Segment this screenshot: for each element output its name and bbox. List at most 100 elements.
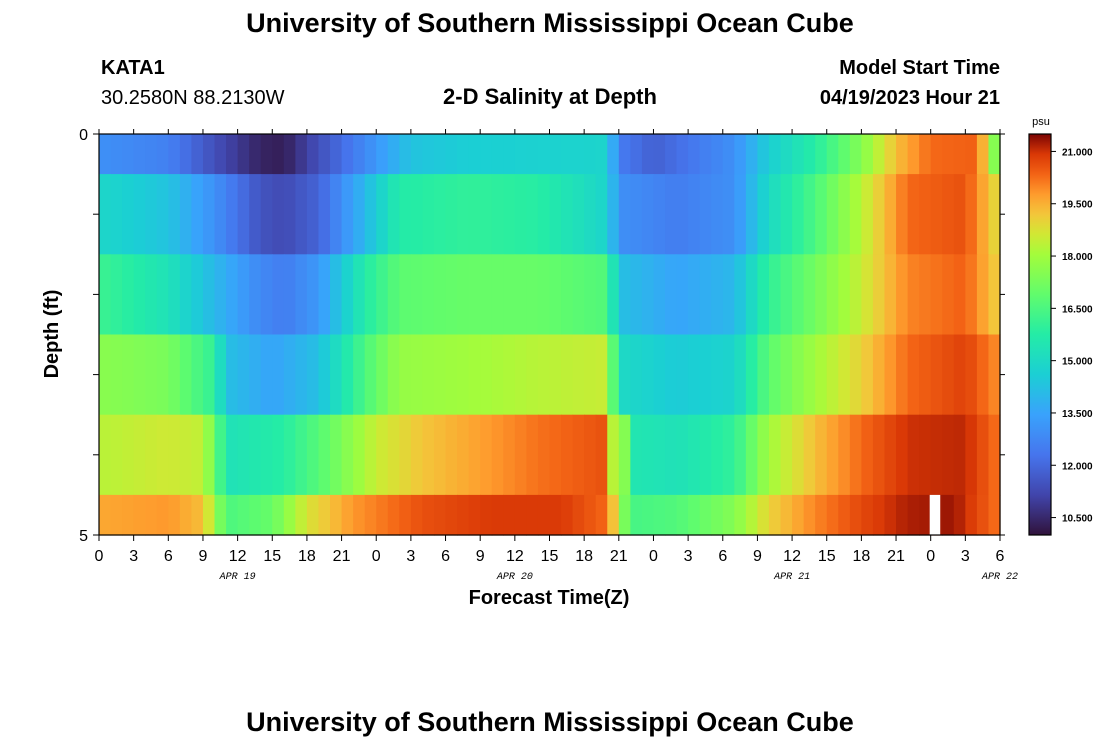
heat-cell — [237, 254, 250, 336]
heat-cell — [711, 414, 724, 496]
heat-cell — [330, 494, 343, 536]
heat-cell — [168, 494, 181, 536]
heat-cell — [884, 414, 897, 496]
heat-cell — [884, 334, 897, 416]
date-label: APR 22 — [981, 572, 1018, 583]
heat-cell — [433, 414, 447, 496]
colorbar-tick-label: 12.000 — [1062, 461, 1093, 472]
heat-cell — [214, 254, 227, 336]
heat-cell — [480, 414, 493, 496]
x-tick-label: 9 — [753, 548, 762, 565]
heat-cell — [711, 494, 724, 536]
heat-cell — [849, 174, 862, 255]
colorbar-tick-label: 13.500 — [1062, 409, 1093, 420]
heat-cell — [919, 174, 932, 255]
heat-cell — [815, 134, 828, 175]
x-tick-label: 9 — [199, 548, 208, 565]
heat-cell — [641, 414, 655, 496]
heat-cell — [861, 174, 874, 255]
heat-cell — [537, 414, 551, 496]
heat-cell — [653, 494, 666, 536]
heat-cell — [618, 494, 631, 536]
heat-cell — [318, 174, 331, 255]
heat-cell — [353, 334, 366, 416]
heat-cell — [734, 134, 747, 175]
heat-cell — [514, 414, 527, 496]
heat-cell — [896, 414, 909, 496]
heat-cell — [364, 494, 377, 536]
heat-cell — [295, 134, 308, 175]
heat-cell — [965, 334, 978, 416]
heat-cell — [133, 334, 146, 416]
heat-cell — [745, 254, 759, 336]
heat-cell — [364, 254, 377, 336]
heat-cell — [457, 414, 470, 496]
heat-cell — [410, 174, 424, 255]
heat-cell — [792, 414, 805, 496]
heat-cell — [976, 254, 990, 336]
heat-cell — [653, 134, 666, 175]
footer-title: University of Southern Mississippi Ocean… — [246, 707, 854, 737]
heat-cell — [526, 494, 539, 536]
heat-cell — [607, 494, 620, 536]
heat-cell — [930, 414, 943, 496]
x-axis: 0 3 6 9 12 15 18 21 0 3 6 9 12 15 18 21 0 3 6 9 12 15 18 21 0 3 6 A… — [95, 129, 1018, 583]
colorbar-unit: psu — [1032, 116, 1050, 128]
heat-cell — [526, 174, 539, 255]
heat-cell — [202, 334, 216, 416]
heat-cell — [942, 414, 955, 496]
heat-cell — [133, 254, 146, 336]
x-tick-label: 18 — [575, 548, 593, 565]
heat-cell — [965, 174, 978, 255]
heat-cell — [930, 334, 943, 416]
heat-cell — [457, 134, 470, 175]
heat-cell — [156, 494, 169, 536]
x-tick-label: 3 — [684, 548, 693, 565]
heat-cell — [757, 174, 770, 255]
heat-cell — [896, 254, 909, 336]
heat-cell — [364, 334, 377, 416]
heat-cell — [537, 134, 551, 175]
heat-cell — [572, 254, 585, 336]
heat-cell — [156, 334, 169, 416]
heat-cell — [942, 134, 955, 175]
heat-cell — [641, 494, 655, 536]
heat-cell — [665, 134, 678, 175]
heat-cell — [445, 174, 458, 255]
heat-cell — [318, 334, 331, 416]
heat-cell — [283, 134, 296, 175]
heat-cell — [237, 494, 250, 536]
heat-cell — [722, 254, 735, 336]
heat-cell — [884, 494, 897, 536]
heat-cell — [815, 494, 828, 536]
heat-cell — [179, 174, 193, 255]
colorbar-tick-label: 16.500 — [1062, 304, 1093, 315]
heat-cell — [676, 494, 689, 536]
heat-cell — [584, 494, 597, 536]
heat-cell — [226, 414, 239, 496]
heat-cell — [179, 334, 193, 416]
heat-cell — [549, 254, 562, 336]
heat-cell — [202, 134, 216, 175]
heat-cell — [630, 134, 643, 175]
heat-cell — [133, 494, 146, 536]
heat-cell — [179, 414, 193, 496]
heat-cell — [930, 174, 943, 255]
heat-cell — [99, 414, 112, 496]
model-start-value: 04/19/2023 Hour 21 — [819, 87, 1000, 109]
heat-cell — [457, 334, 470, 416]
heat-cell — [630, 254, 643, 336]
heat-cell — [468, 254, 481, 336]
heat-cell — [676, 254, 689, 336]
heat-cell — [480, 334, 493, 416]
heat-cell — [237, 414, 250, 496]
heat-cell — [896, 334, 909, 416]
heat-cell — [122, 494, 135, 536]
x-tick-label: 15 — [541, 548, 559, 565]
heat-cell — [503, 134, 516, 175]
heat-cell — [919, 134, 932, 175]
heat-cell — [341, 414, 354, 496]
heat-cell — [838, 134, 851, 175]
heat-cell — [711, 134, 724, 175]
heat-cell — [965, 494, 978, 536]
